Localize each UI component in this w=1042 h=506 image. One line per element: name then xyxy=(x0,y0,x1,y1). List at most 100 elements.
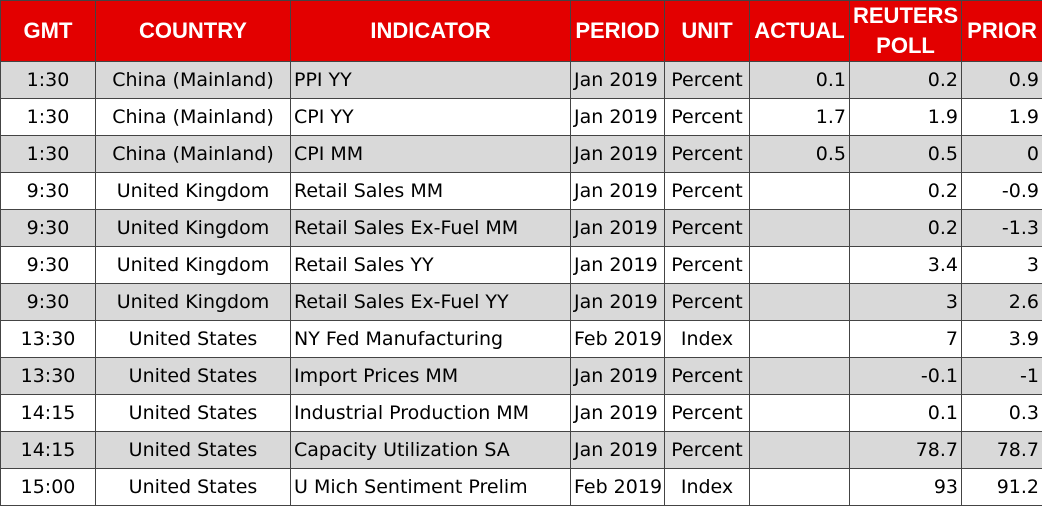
table-cell: China (Mainland) xyxy=(95,61,291,99)
table-cell: Jan 2019 xyxy=(570,246,665,284)
table-cell: 91.2 xyxy=(961,468,1042,506)
table-cell: CPI MM xyxy=(290,135,571,173)
table-cell xyxy=(749,357,850,395)
table-cell: Jan 2019 xyxy=(570,431,665,469)
table-cell xyxy=(749,246,850,284)
table-cell xyxy=(749,468,850,506)
table-cell: Percent xyxy=(664,431,750,469)
table-row: 9:30 United Kingdom Retail Sales MM Jan 201… xyxy=(0,172,1042,210)
table-cell: Jan 2019 xyxy=(570,98,665,136)
table-cell: China (Mainland) xyxy=(95,98,291,136)
table-row: 9:30 United Kingdom Retail Sales YY Jan 201… xyxy=(0,246,1042,284)
table-cell: 9:30 xyxy=(0,209,96,247)
table-cell: 3.9 xyxy=(961,320,1042,358)
table-cell: 0.1 xyxy=(849,394,962,432)
table-cell: 15:00 xyxy=(0,468,96,506)
column-header: GMT xyxy=(0,0,96,62)
table-cell: 0.2 xyxy=(849,209,962,247)
table-cell: Feb 2019 xyxy=(570,468,665,506)
table-row: 13:30 United States NY Fed Manufacturing Fe… xyxy=(0,320,1042,358)
table-cell: Index xyxy=(664,320,750,358)
column-header: INDICATOR xyxy=(290,0,571,62)
column-header: PERIOD xyxy=(570,0,665,62)
column-header: ACTUAL xyxy=(749,0,850,62)
table-cell: 1.7 xyxy=(749,98,850,136)
table-cell: 0.9 xyxy=(961,61,1042,99)
table-cell: Jan 2019 xyxy=(570,172,665,210)
table-row: 15:00 United States U Mich Sentiment Preli… xyxy=(0,468,1042,506)
table-cell: United Kingdom xyxy=(95,246,291,284)
table-cell: China (Mainland) xyxy=(95,135,291,173)
table-cell: Percent xyxy=(664,98,750,136)
table-cell: 0.5 xyxy=(749,135,850,173)
table-row: 1:30 China (Mainland) PPI YY Jan 2019 Percen… xyxy=(0,61,1042,99)
table-row: 14:15 United States Capacity Utilization S… xyxy=(0,431,1042,469)
table-cell: 0 xyxy=(961,135,1042,173)
table-cell xyxy=(749,209,850,247)
table-cell: 0.1 xyxy=(749,61,850,99)
table-cell xyxy=(749,172,850,210)
table-cell: United States xyxy=(95,394,291,432)
table-cell: Retail Sales Ex-Fuel MM xyxy=(290,209,571,247)
table-cell: United States xyxy=(95,468,291,506)
table-cell: Percent xyxy=(664,394,750,432)
table-cell xyxy=(749,431,850,469)
column-header: REUTERS POLL xyxy=(849,0,962,62)
table-cell: Industrial Production MM xyxy=(290,394,571,432)
table-cell: 93 xyxy=(849,468,962,506)
table-cell: Jan 2019 xyxy=(570,394,665,432)
table-cell: Retail Sales Ex-Fuel YY xyxy=(290,283,571,321)
table-body: 1:30 China (Mainland) PPI YY Jan 2019 Percen… xyxy=(0,61,1042,506)
table-cell: PPI YY xyxy=(290,61,571,99)
table-cell: 9:30 xyxy=(0,172,96,210)
table-cell: 78.7 xyxy=(849,431,962,469)
table-cell: 9:30 xyxy=(0,246,96,284)
header-row: GMT COUNTRY INDICATOR PERIOD UNIT ACTUAL REUTE… xyxy=(0,0,1042,62)
column-header: PRIOR xyxy=(961,0,1042,62)
table-cell: Jan 2019 xyxy=(570,135,665,173)
table-cell: 2.6 xyxy=(961,283,1042,321)
table-cell: 14:15 xyxy=(0,394,96,432)
table-cell: -0.1 xyxy=(849,357,962,395)
table-cell: United States xyxy=(95,431,291,469)
table-cell xyxy=(749,283,850,321)
table-cell: Retail Sales MM xyxy=(290,172,571,210)
table-cell: United Kingdom xyxy=(95,209,291,247)
table-row: 1:30 China (Mainland) CPI YY Jan 2019 Percen… xyxy=(0,98,1042,136)
table-cell: 9:30 xyxy=(0,283,96,321)
table-cell: 7 xyxy=(849,320,962,358)
table-cell: CPI YY xyxy=(290,98,571,136)
table-cell: 1:30 xyxy=(0,135,96,173)
table-cell: 0.2 xyxy=(849,61,962,99)
table-cell: Percent xyxy=(664,135,750,173)
table-cell: Jan 2019 xyxy=(570,209,665,247)
table-cell: 1.9 xyxy=(849,98,962,136)
table-cell: Jan 2019 xyxy=(570,283,665,321)
table-cell: Percent xyxy=(664,246,750,284)
table-cell: -0.9 xyxy=(961,172,1042,210)
table-cell: Retail Sales YY xyxy=(290,246,571,284)
table-cell: Import Prices MM xyxy=(290,357,571,395)
table-cell: -1 xyxy=(961,357,1042,395)
table-row: 9:30 United Kingdom Retail Sales Ex-Fuel M… xyxy=(0,209,1042,247)
table-cell: -1.3 xyxy=(961,209,1042,247)
table-cell: 78.7 xyxy=(961,431,1042,469)
table-cell: United Kingdom xyxy=(95,172,291,210)
table-cell: NY Fed Manufacturing xyxy=(290,320,571,358)
table-row: 14:15 United States Industrial Production … xyxy=(0,394,1042,432)
table-cell: 0.3 xyxy=(961,394,1042,432)
table-row: 9:30 United Kingdom Retail Sales Ex-Fuel Y… xyxy=(0,283,1042,321)
table-cell: Percent xyxy=(664,283,750,321)
table-cell: United Kingdom xyxy=(95,283,291,321)
table-cell: 3 xyxy=(961,246,1042,284)
column-header: COUNTRY xyxy=(95,0,291,62)
table-cell: 3 xyxy=(849,283,962,321)
table-cell: 1.9 xyxy=(961,98,1042,136)
table-cell: Percent xyxy=(664,61,750,99)
table-cell: 14:15 xyxy=(0,431,96,469)
table-cell: 1:30 xyxy=(0,61,96,99)
table-cell: 3.4 xyxy=(849,246,962,284)
table-cell: 13:30 xyxy=(0,320,96,358)
